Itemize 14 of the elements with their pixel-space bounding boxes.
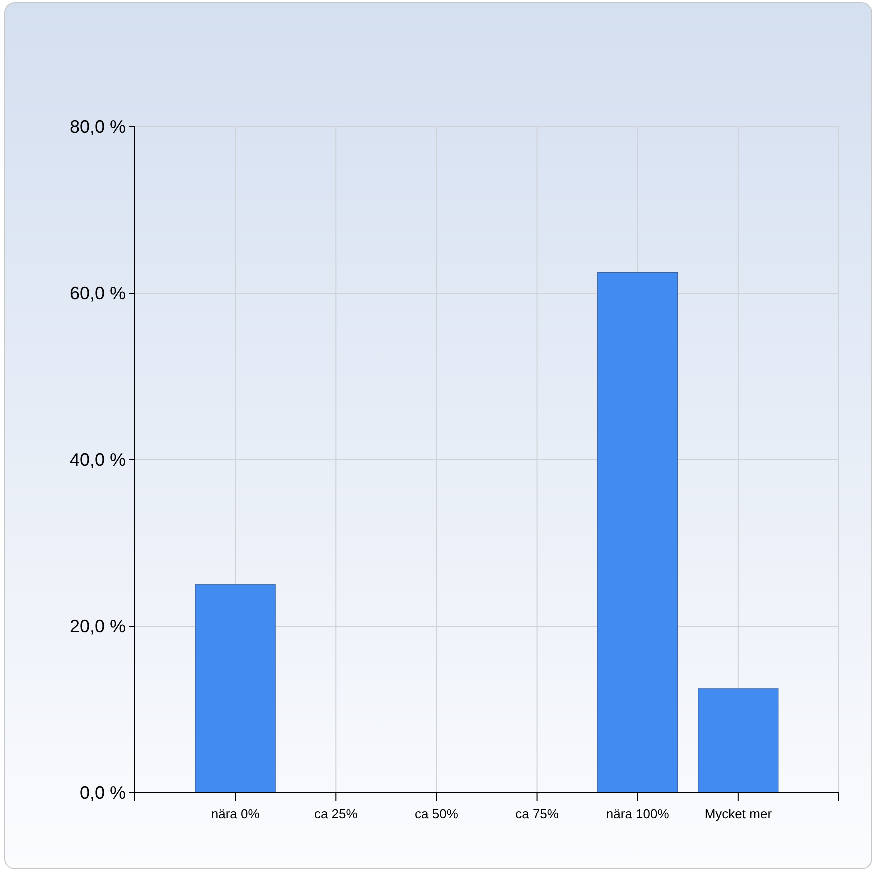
bar (698, 688, 779, 794)
x-tick-label: ca 25% (314, 806, 358, 822)
x-tick-label: nära 100% (606, 806, 670, 822)
bar (195, 584, 276, 794)
bar (598, 272, 678, 794)
y-tick-label: 20,0 % (70, 616, 126, 636)
y-tick-label: 80,0 % (70, 116, 126, 137)
x-tick-label: ca 75% (516, 806, 560, 822)
x-tick-label: ca 50% (415, 806, 459, 822)
x-tick-label: Mycket mer (704, 806, 773, 822)
y-tick-label: 60,0 % (70, 283, 126, 304)
y-tick-label: 0,0 % (80, 782, 126, 803)
y-tick-label: 40,0 % (70, 450, 126, 470)
x-tick-label: nära 0% (211, 806, 260, 822)
